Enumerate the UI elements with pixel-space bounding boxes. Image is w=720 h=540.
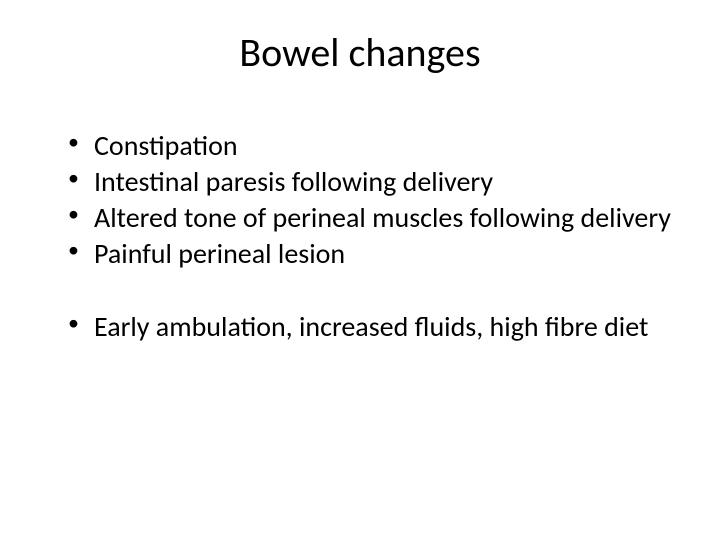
bullet-list-2: Early ambulation, increased fluids, high… (40, 310, 680, 344)
list-item: Painful perineal lesion (68, 237, 680, 271)
list-item: Early ambulation, increased fluids, high… (68, 310, 680, 344)
slide-title: Bowel changes (40, 28, 680, 77)
list-item: Altered tone of perineal muscles followi… (68, 201, 680, 235)
spacer (40, 274, 680, 310)
list-item: Intestinal paresis following delivery (68, 165, 680, 199)
slide-container: Bowel changes Constipation Intestinal pa… (0, 0, 720, 540)
bullet-list-1: Constipation Intestinal paresis followin… (40, 129, 680, 272)
list-item: Constipation (68, 129, 680, 163)
